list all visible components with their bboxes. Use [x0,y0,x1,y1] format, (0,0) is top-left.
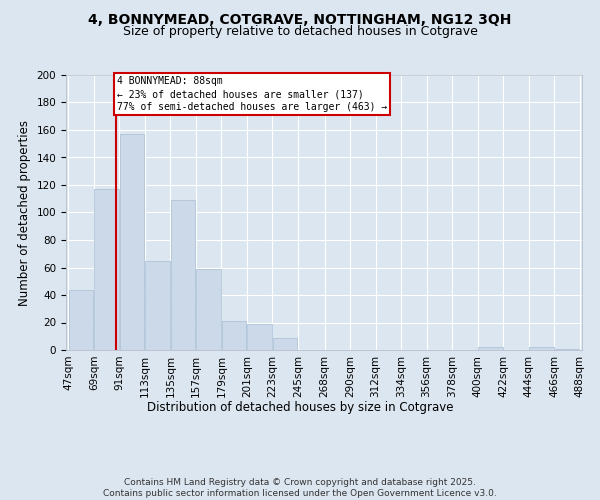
Bar [145,260,170,350]
Bar [222,321,247,350]
Text: Size of property relative to detached houses in Cotgrave: Size of property relative to detached ho… [122,25,478,38]
Bar [120,134,144,350]
Bar [529,347,554,350]
Bar [273,338,298,350]
Bar [94,189,119,350]
Bar [247,324,272,350]
Text: Distribution of detached houses by size in Cotgrave: Distribution of detached houses by size … [147,401,453,414]
Bar [555,348,579,350]
Text: 4 BONNYMEAD: 88sqm
← 23% of detached houses are smaller (137)
77% of semi-detach: 4 BONNYMEAD: 88sqm ← 23% of detached hou… [117,76,387,112]
Bar [69,290,93,350]
Bar [171,200,195,350]
Bar [196,269,221,350]
Bar [478,347,503,350]
Y-axis label: Number of detached properties: Number of detached properties [18,120,31,306]
Text: Contains HM Land Registry data © Crown copyright and database right 2025.
Contai: Contains HM Land Registry data © Crown c… [103,478,497,498]
Text: 4, BONNYMEAD, COTGRAVE, NOTTINGHAM, NG12 3QH: 4, BONNYMEAD, COTGRAVE, NOTTINGHAM, NG12… [88,12,512,26]
